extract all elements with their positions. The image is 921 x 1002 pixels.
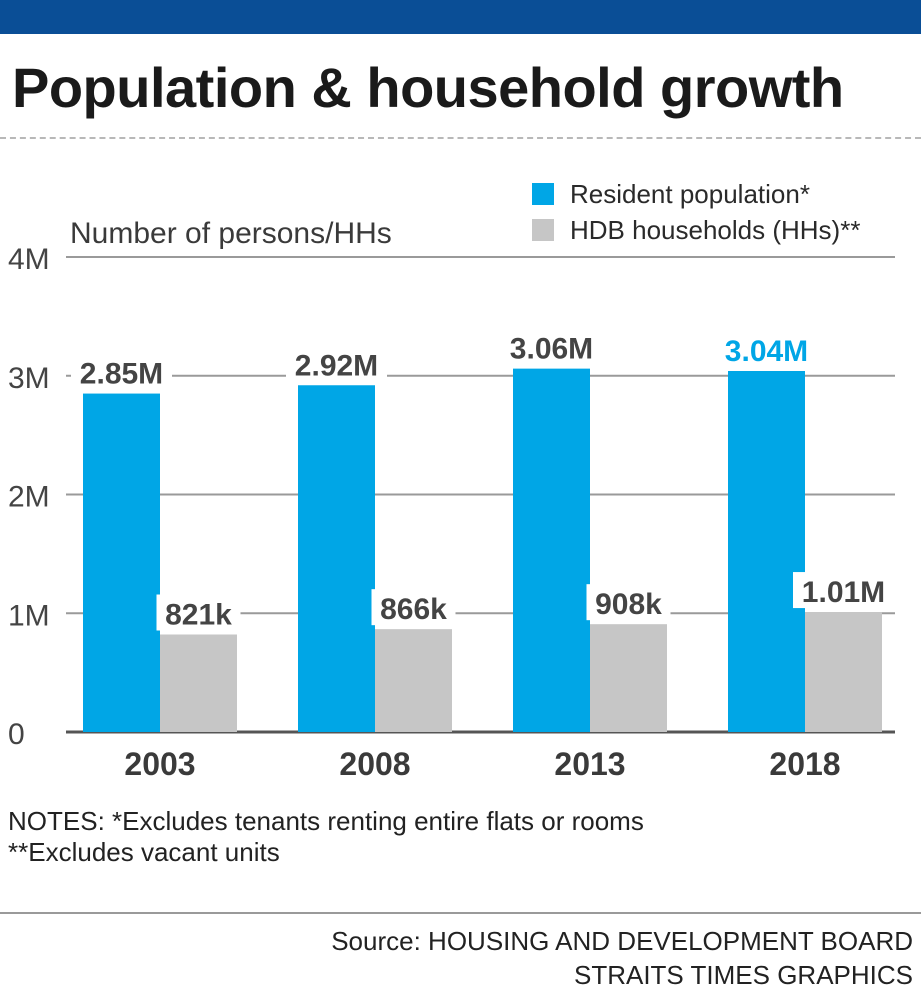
value-label: 908k [595, 588, 662, 621]
value-label: 2.92M [295, 349, 378, 382]
legend: Resident population* HDB households (HHs… [532, 176, 860, 248]
bar-resident-population [728, 371, 805, 732]
legend-swatch-resident [532, 183, 554, 205]
dashed-divider [0, 137, 921, 139]
source-line-1: Source: HOUSING AND DEVELOPMENT BOARD [331, 926, 913, 956]
bars [83, 368, 882, 732]
y-axis-title: Number of persons/HHs [70, 217, 392, 250]
x-tick-label: 2018 [769, 746, 840, 782]
legend-item-resident: Resident population* [532, 176, 860, 212]
bar-resident-population [513, 368, 590, 732]
y-tick-label: 0 [8, 718, 25, 751]
bar-resident-population [298, 385, 375, 732]
value-label-backdrop [716, 331, 817, 367]
bar-resident-population [83, 393, 160, 732]
notes: NOTES: *Excludes tenants renting entire … [8, 806, 644, 868]
bar-chart: 0 1M 2M 3M 4M Number of persons/HHs 2.85M 821k 2… [8, 217, 895, 782]
value-label-backdrop [793, 572, 894, 609]
bar-hdb-households [590, 624, 667, 732]
bar-hdb-households [805, 612, 882, 732]
y-tick-label: 3M [8, 362, 50, 395]
value-label-backdrop [501, 328, 602, 365]
y-tick-label: 1M [8, 599, 50, 632]
legend-item-hdb: HDB households (HHs)** [532, 212, 860, 248]
source-line-2: STRAITS TIMES GRAPHICS [573, 960, 913, 990]
value-label-backdrop [371, 589, 456, 626]
legend-label-hdb: HDB households (HHs)** [570, 214, 861, 245]
value-label: 821k [165, 599, 232, 632]
note-line-2: **Excludes vacant units [8, 837, 280, 867]
note-line-1: NOTES: *Excludes tenants renting entire … [8, 806, 644, 836]
value-label-backdrop [286, 345, 387, 382]
y-tick-label: 2M [8, 481, 50, 514]
bar-hdb-households [160, 634, 237, 732]
bar-hdb-households [375, 629, 452, 732]
value-label: 866k [380, 593, 447, 626]
x-tick-label: 2013 [554, 746, 625, 782]
value-label-backdrop [156, 594, 241, 631]
source-credit: Source: HOUSING AND DEVELOPMENT BOARD ST… [331, 924, 913, 992]
x-tick-label: 2008 [339, 746, 410, 782]
footer-rule [0, 912, 921, 914]
y-tick-label: 4M [8, 243, 50, 276]
value-label: 3.06M [510, 333, 593, 366]
value-label-backdrop [586, 584, 671, 621]
value-label: 2.85M [80, 358, 163, 391]
value-label-backdrop [71, 353, 172, 390]
legend-label-resident: Resident population* [570, 178, 810, 209]
value-label: 3.04M [725, 335, 808, 368]
header-bar [0, 0, 921, 34]
legend-swatch-hdb [532, 219, 554, 241]
chart-title: Population & household growth [12, 56, 844, 119]
labels: 0 1M 2M 3M 4M Number of persons/HHs 2.85M 821k 2… [8, 217, 894, 782]
x-tick-label: 2003 [124, 746, 195, 782]
value-label: 1.01M [802, 576, 885, 609]
